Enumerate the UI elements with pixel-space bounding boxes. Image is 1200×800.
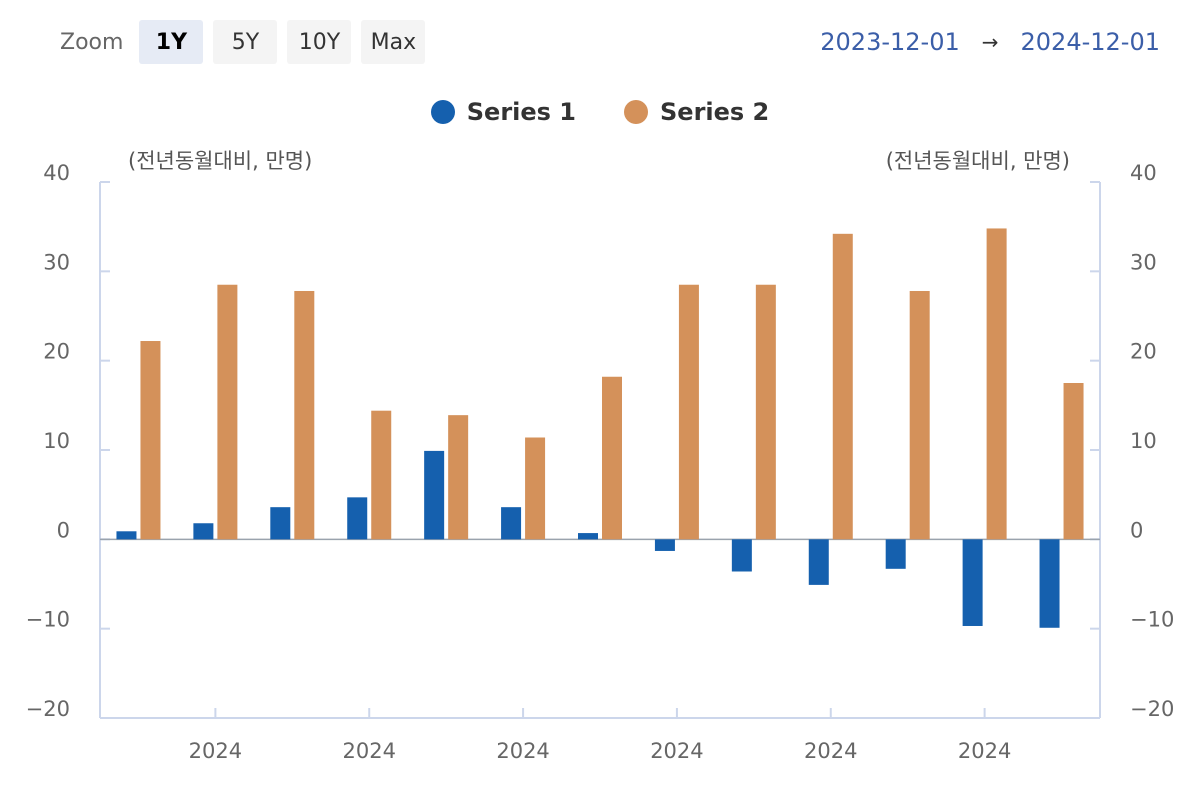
zoom-10y-button[interactable]: 10Y: [287, 20, 352, 64]
x-tick-label: 2024: [650, 739, 703, 763]
zoom-toolbar: Zoom 1Y 5Y 10Y Max: [60, 20, 426, 64]
zoom-5y-button[interactable]: 5Y: [213, 20, 278, 64]
legend-label-series-2: Series 2: [660, 98, 770, 126]
x-tick-label: 2024: [343, 739, 396, 763]
y-tick-label-left: −10: [26, 608, 70, 632]
bar-series-2: [1063, 383, 1084, 540]
bar-series-2: [448, 415, 469, 540]
y-tick-label-left: 10: [43, 429, 70, 453]
bar-series-1: [501, 507, 522, 540]
arrow-right-icon: →: [981, 30, 999, 54]
bar-series-1: [885, 539, 906, 569]
x-tick-label: 2024: [189, 739, 242, 763]
date-to[interactable]: 2024-12-01: [1020, 28, 1160, 56]
y-tick-label-right: −20: [1130, 697, 1174, 721]
bar-series-2: [755, 284, 776, 540]
bar-series-2: [832, 233, 853, 540]
y-tick-label-left: 0: [57, 518, 70, 542]
date-from[interactable]: 2023-12-01: [820, 28, 960, 56]
bar-series-2: [217, 284, 238, 540]
bar-series-2: [140, 341, 161, 540]
chart-legend: Series 1 Series 2: [0, 98, 1200, 126]
bar-series-1: [424, 450, 445, 540]
y-tick-label-right: 20: [1130, 340, 1157, 364]
x-tick-label: 2024: [496, 739, 549, 763]
bar-series-2: [371, 410, 392, 540]
x-tick-label: 2024: [804, 739, 857, 763]
y-tick-label-right: 30: [1130, 250, 1157, 274]
bar-series-1: [578, 533, 598, 540]
legend-marker-series-2: [624, 100, 648, 124]
y-tick-label-left: 40: [43, 161, 70, 185]
bar-series-2: [909, 290, 930, 540]
y-tick-label-right: 10: [1130, 429, 1157, 453]
y-tick-label-right: −10: [1130, 608, 1174, 632]
legend-item-series-2[interactable]: Series 2: [624, 98, 769, 126]
date-range: 2023-12-01 → 2024-12-01: [820, 24, 1160, 60]
y-axis-right-unit-label: (전년동월대비, 만명): [886, 149, 1070, 173]
y-tick-label-right: 0: [1130, 518, 1143, 542]
legend-item-series-1[interactable]: Series 1: [430, 98, 576, 126]
zoom-label: Zoom: [60, 29, 124, 55]
zoom-1y-button[interactable]: 1Y: [139, 20, 204, 64]
legend-marker-series-1: [430, 100, 455, 124]
bar-series-1: [116, 531, 137, 540]
bar-series-2: [678, 284, 699, 540]
bar-series-2: [525, 437, 546, 540]
y-axis-left-unit-label: (전년동월대비, 만명): [128, 149, 312, 173]
x-tick-label: 2024: [958, 739, 1011, 763]
bar-series-2: [986, 228, 1007, 540]
zoom-max-button[interactable]: Max: [361, 20, 426, 64]
bar-series-1: [270, 507, 291, 540]
legend-label-series-1: Series 1: [466, 98, 576, 126]
y-tick-label-left: 20: [43, 340, 70, 364]
bar-series-1: [808, 539, 829, 585]
y-tick-label-left: −20: [26, 697, 70, 721]
bar-series-2: [602, 376, 622, 540]
bar-series-2: [294, 290, 315, 540]
y-tick-label-right: 40: [1130, 161, 1157, 185]
y-tick-label-left: 30: [43, 250, 70, 274]
bar-series-1: [193, 523, 214, 540]
bar-series-1: [1039, 539, 1060, 628]
bar-series-1: [654, 539, 675, 551]
bar-series-1: [347, 497, 368, 540]
bar-series-1: [731, 539, 752, 572]
bar-series-1: [962, 539, 983, 626]
